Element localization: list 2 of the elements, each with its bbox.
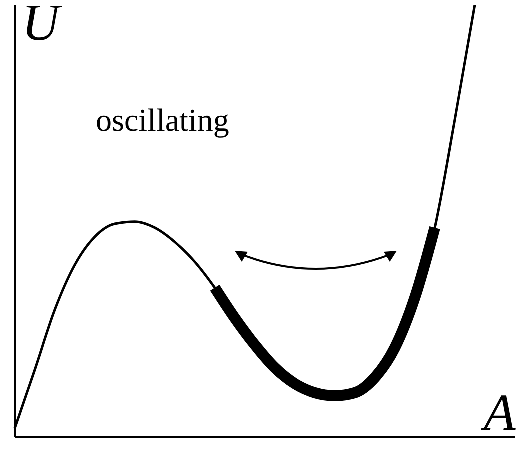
- annotation: oscillating: [96, 102, 230, 139]
- y-axis-title: U: [22, 0, 60, 53]
